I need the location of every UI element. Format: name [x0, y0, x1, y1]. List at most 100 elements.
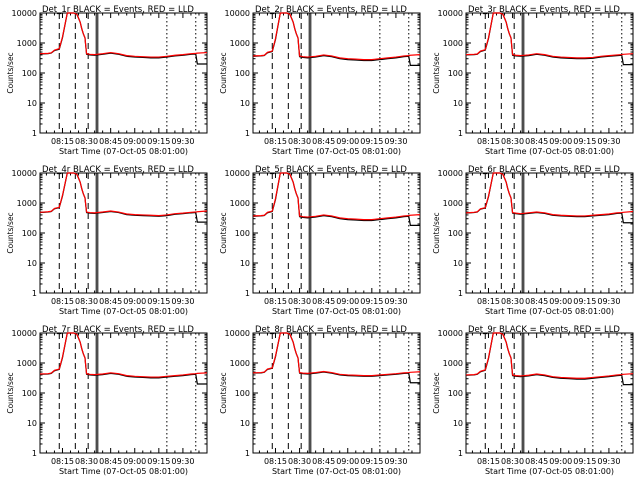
x-tick-label: 08:30 — [501, 137, 524, 146]
chart-panel-2: 1 10 100 1000 10000 08:15 08:30 08:45 09:00 09:15… — [219, 5, 421, 156]
y-axis-label: Counts/sec — [219, 372, 228, 413]
x-tick-label: 08:15 — [51, 297, 74, 306]
x-tick-label: 08:15 — [477, 137, 500, 146]
y-tick-label: 1000 — [230, 359, 250, 368]
panel-title: Det_7r BLACK = Events, RED = LLD — [42, 325, 194, 335]
x-axis-label: Start Time (07-Oct-05 08:01:00) — [485, 307, 614, 316]
series-line-events — [465, 172, 633, 224]
x-tick-label: 08:15 — [264, 297, 287, 306]
y-tick-label: 100 — [448, 69, 463, 78]
panel-title: Det_4r BLACK = Events, RED = LLD — [42, 165, 194, 175]
y-tick-label: 10000 — [438, 169, 463, 178]
y-tick-label: 10000 — [12, 9, 37, 18]
y-tick-label: 1000 — [443, 199, 463, 208]
y-tick-label: 10 — [240, 419, 250, 428]
y-tick-label: 1 — [32, 449, 37, 458]
x-axis-label: Start Time (07-Oct-05 08:01:00) — [485, 467, 614, 476]
y-axis-label: Counts/sec — [219, 52, 228, 93]
x-tick-label: 08:45 — [312, 137, 335, 146]
x-tick-label: 09:00 — [336, 137, 359, 146]
chart-panel-1: 1 10 100 1000 10000 08:15 08:30 08:45 09:00 09:15… — [6, 5, 208, 156]
y-tick-label: 100 — [22, 229, 37, 238]
x-tick-label: 09:30 — [384, 457, 407, 466]
y-tick-label: 1000 — [17, 39, 37, 48]
series-line-events — [39, 172, 207, 223]
y-tick-label: 1000 — [230, 199, 250, 208]
chart-panel-4: 1 10 100 1000 10000 08:15 08:30 08:45 09:00 09:15… — [6, 165, 208, 316]
x-tick-label: 08:15 — [264, 457, 287, 466]
y-axis-label: Counts/sec — [432, 372, 441, 413]
x-tick-label: 08:30 — [288, 457, 311, 466]
chart-panel-9: 1 10 100 1000 10000 08:15 08:30 08:45 09:00 09:15… — [432, 325, 634, 476]
x-tick-label: 08:45 — [525, 297, 548, 306]
x-tick-label: 08:15 — [264, 137, 287, 146]
y-axis-label: Counts/sec — [432, 212, 441, 253]
x-tick-label: 08:30 — [501, 297, 524, 306]
x-tick-label: 09:00 — [549, 137, 572, 146]
x-tick-label: 08:30 — [75, 137, 98, 146]
y-tick-label: 1 — [245, 289, 250, 298]
x-tick-label: 09:15 — [360, 297, 383, 306]
y-tick-label: 10 — [453, 99, 463, 108]
y-tick-label: 1 — [245, 129, 250, 138]
series-line-lld — [252, 332, 421, 377]
x-tick-label: 08:15 — [477, 457, 500, 466]
x-tick-label: 09:15 — [147, 137, 170, 146]
x-tick-label: 08:45 — [99, 457, 122, 466]
x-tick-label: 09:30 — [597, 457, 620, 466]
x-axis-label: Start Time (07-Oct-05 08:01:00) — [272, 307, 401, 316]
chart-panel-5: 1 10 100 1000 10000 08:15 08:30 08:45 09:00 09:15… — [219, 165, 421, 316]
x-tick-label: 08:30 — [75, 297, 98, 306]
series-line-lld — [39, 12, 208, 58]
y-tick-label: 100 — [235, 389, 250, 398]
y-tick-label: 100 — [235, 69, 250, 78]
series-line-events — [39, 332, 207, 385]
x-tick-label: 09:15 — [573, 457, 596, 466]
x-tick-label: 09:00 — [336, 457, 359, 466]
x-tick-label: 08:45 — [312, 297, 335, 306]
y-tick-label: 1000 — [443, 39, 463, 48]
x-tick-label: 08:45 — [99, 137, 122, 146]
x-tick-label: 09:15 — [147, 457, 170, 466]
x-axis-label: Start Time (07-Oct-05 08:01:00) — [59, 467, 188, 476]
y-tick-label: 10000 — [225, 169, 250, 178]
y-tick-label: 10 — [453, 419, 463, 428]
x-axis-label: Start Time (07-Oct-05 08:01:00) — [59, 307, 188, 316]
chart-panel-6: 1 10 100 1000 10000 08:15 08:30 08:45 09:00 09:15… — [432, 165, 634, 316]
y-tick-label: 1 — [32, 289, 37, 298]
x-tick-label: 09:00 — [123, 297, 146, 306]
plot-frame — [252, 172, 421, 294]
plot-frame — [465, 12, 634, 134]
y-tick-label: 10000 — [12, 169, 37, 178]
x-tick-label: 09:15 — [147, 297, 170, 306]
x-tick-label: 09:15 — [573, 137, 596, 146]
x-tick-label: 08:45 — [312, 457, 335, 466]
x-tick-label: 08:30 — [75, 457, 98, 466]
y-tick-label: 100 — [448, 389, 463, 398]
x-tick-label: 08:15 — [51, 457, 74, 466]
x-tick-label: 09:30 — [171, 137, 194, 146]
y-tick-label: 1 — [32, 129, 37, 138]
series-line-lld — [252, 12, 421, 61]
x-tick-label: 09:15 — [360, 457, 383, 466]
plot-frame — [252, 12, 421, 134]
x-tick-label: 08:45 — [99, 297, 122, 306]
y-tick-label: 1000 — [230, 39, 250, 48]
y-tick-label: 1000 — [17, 199, 37, 208]
y-tick-label: 1 — [458, 289, 463, 298]
series-line-events — [252, 332, 420, 384]
plot-frame — [252, 332, 421, 454]
x-tick-label: 09:00 — [549, 457, 572, 466]
y-tick-label: 1 — [245, 449, 250, 458]
x-tick-label: 08:45 — [525, 457, 548, 466]
x-axis-label: Start Time (07-Oct-05 08:01:00) — [485, 147, 614, 156]
y-tick-label: 10000 — [438, 9, 463, 18]
x-tick-label: 09:00 — [123, 137, 146, 146]
series-line-lld — [252, 172, 421, 221]
y-axis-label: Counts/sec — [6, 372, 15, 413]
y-tick-label: 1000 — [17, 359, 37, 368]
x-tick-label: 09:30 — [597, 137, 620, 146]
y-tick-label: 10000 — [438, 329, 463, 338]
series-line-lld — [465, 332, 634, 379]
